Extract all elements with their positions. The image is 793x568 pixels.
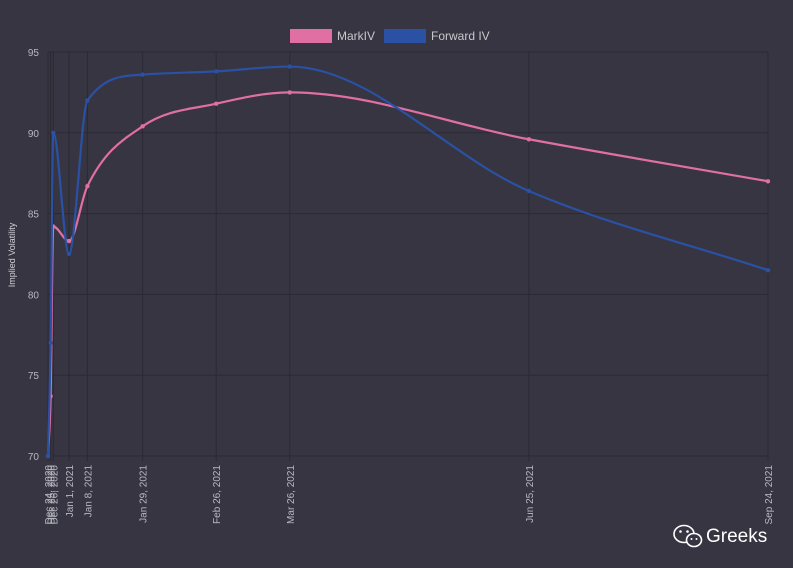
legend-item-forward-iv[interactable]: Forward IV: [384, 29, 490, 43]
data-point-forward-iv[interactable]: [48, 340, 53, 346]
data-point-forward-iv[interactable]: [66, 251, 72, 257]
data-point-forward-iv[interactable]: [51, 130, 56, 135]
legend: MarkIV Forward IV: [290, 29, 490, 43]
data-point-forward-iv[interactable]: [765, 267, 771, 273]
chart-series: [45, 64, 771, 459]
x-tick-label: Jun 25, 2021: [525, 465, 536, 523]
x-tick-label: Dec 26, 2020: [49, 465, 60, 525]
watermark: Greeks: [673, 524, 767, 548]
data-point-markiv[interactable]: [287, 90, 292, 95]
legend-label-markiv: MarkIV: [337, 29, 375, 43]
watermark-text: Greeks: [706, 526, 767, 547]
data-point-markiv[interactable]: [140, 124, 145, 129]
legend-item-markiv[interactable]: MarkIV: [290, 29, 375, 43]
y-axis: 70 75 80 85 90 95: [28, 48, 40, 463]
y-tick-label: 90: [28, 129, 40, 140]
legend-swatch-markiv: [290, 29, 332, 43]
y-tick-label: 75: [28, 371, 40, 382]
data-point-markiv[interactable]: [526, 137, 532, 142]
data-point-forward-iv[interactable]: [213, 69, 219, 74]
legend-swatch-forward-iv: [384, 29, 426, 43]
x-tick-label: Sep 24, 2021: [764, 465, 775, 525]
data-point-markiv[interactable]: [66, 238, 72, 244]
y-tick-label: 85: [28, 210, 40, 221]
y-axis-label: Implied Volatility: [7, 222, 17, 287]
data-point-forward-iv[interactable]: [85, 98, 90, 103]
x-tick-label: Mar 26, 2021: [286, 465, 297, 524]
legend-label-forward-iv: Forward IV: [431, 29, 490, 43]
x-tick-label: Jan 8, 2021: [83, 465, 94, 518]
x-tick-label: Feb 26, 2021: [212, 465, 223, 524]
y-tick-label: 95: [28, 48, 40, 59]
series-line-forward-iv: [46, 65, 769, 457]
x-tick-label: Jan 1, 2021: [65, 465, 76, 518]
x-tick-label: Jan 29, 2021: [139, 465, 150, 523]
data-point-forward-iv[interactable]: [287, 64, 292, 69]
data-point-forward-iv[interactable]: [45, 453, 51, 459]
series-line-markiv: [46, 91, 769, 457]
data-point-markiv[interactable]: [765, 179, 771, 184]
wechat-icon: [673, 524, 703, 548]
data-point-markiv[interactable]: [213, 101, 219, 106]
x-tick-label: Dec 25, 2020: [47, 465, 58, 525]
x-tick-label: Dec 24, 2020: [44, 465, 55, 525]
y-tick-label: 80: [28, 290, 40, 301]
data-point-markiv[interactable]: [85, 183, 90, 189]
data-point-forward-iv[interactable]: [526, 188, 532, 194]
y-tick-label: 70: [28, 452, 40, 463]
data-point-forward-iv[interactable]: [140, 72, 145, 77]
chart-grid: [47, 51, 769, 461]
